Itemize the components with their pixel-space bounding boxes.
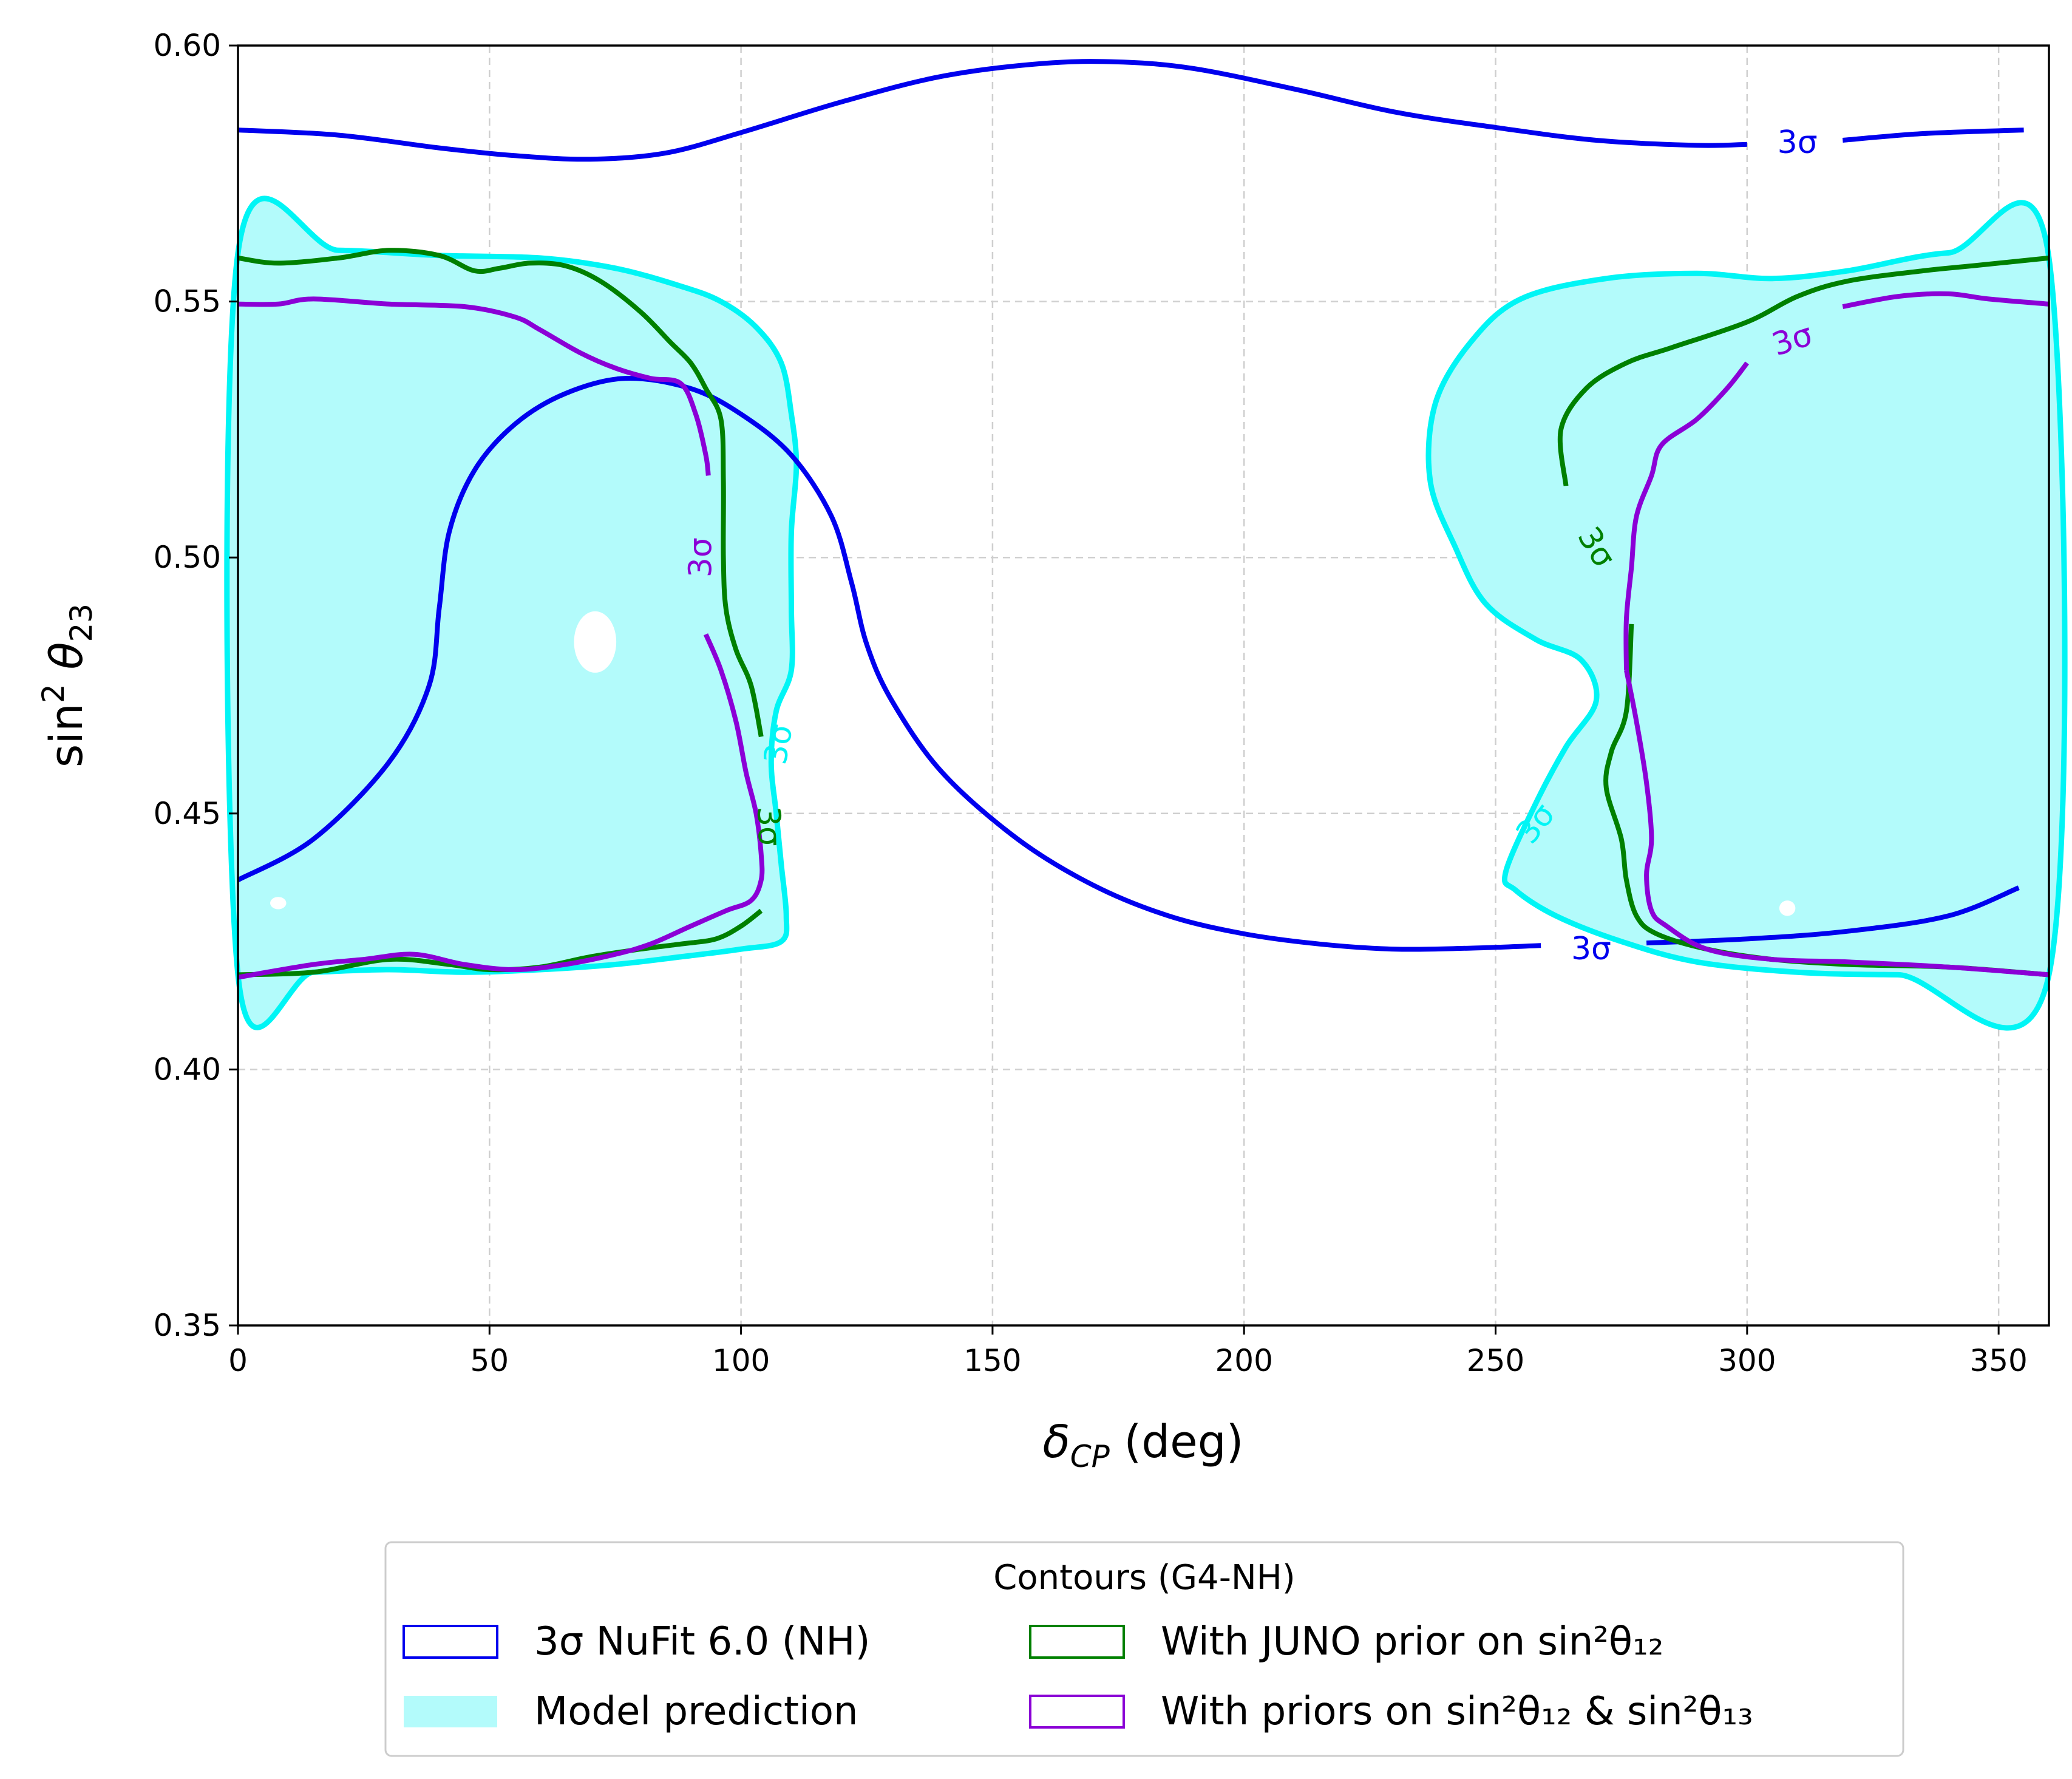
model-hole-1	[270, 897, 287, 910]
y-tick-label-2: 0.45	[154, 796, 221, 831]
legend-swatch-nufit	[403, 1625, 498, 1659]
x-tick-label-5: 250	[1467, 1343, 1524, 1378]
model-prediction-right	[1425, 200, 2068, 1031]
legend-swatch-model	[404, 1696, 497, 1727]
y-tick-label-5: 0.60	[154, 28, 221, 63]
contour-label-5: 3σ	[750, 806, 787, 847]
legend: Contours (G4-NH) 3σ NuFit 6.0 (NH) Model…	[384, 1541, 1904, 1757]
model-hole-0	[574, 611, 617, 673]
y-tick-label-3: 0.50	[154, 540, 221, 575]
legend-swatch-juno	[1029, 1625, 1125, 1659]
contour-label-3: 3σ	[682, 537, 719, 577]
y-tick-label-0: 0.35	[154, 1308, 221, 1343]
x-tick-label-2: 100	[712, 1343, 770, 1378]
plot-frame	[237, 44, 2050, 1327]
with-priors-on-both-left-upper-line	[237, 296, 711, 476]
contour-label-1: 3σ	[1571, 931, 1611, 967]
contour-label-0: 3σ	[1778, 124, 1818, 161]
with-juno-prior-right-upper-line	[1557, 255, 2050, 486]
legend-swatch-priors	[1029, 1695, 1125, 1729]
with-priors-on-both-left-lower-line	[237, 633, 765, 980]
y-axis-title: sin2 θ23	[36, 604, 99, 767]
legend-box	[384, 1541, 1904, 1757]
model-prediction-regions	[224, 196, 2068, 1031]
x-tick-label-7: 350	[1969, 1343, 2027, 1378]
x-axis-title: δCP (deg)	[1042, 1416, 1243, 1474]
with-priors-on-both-right-top-line	[1842, 291, 2050, 309]
x-tick-label-1: 50	[470, 1343, 509, 1378]
x-tick-label-6: 300	[1718, 1343, 1776, 1378]
model-prediction-left	[224, 196, 800, 1030]
legend-label-juno: With JUNO prior on sin²θ₁₂	[1161, 1619, 1663, 1664]
contour-lines	[237, 59, 2050, 980]
3-nufit-6-0-nh-lower-right-line	[1646, 885, 2020, 946]
legend-label-priors: With priors on sin²θ₁₂ & sin²θ₁₃	[1161, 1689, 1753, 1734]
legend-title: Contours (G4-NH)	[993, 1558, 1296, 1597]
3-nufit-6-0-nh-upper-line	[237, 59, 1747, 162]
legend-label-nufit: 3σ NuFit 6.0 (NH)	[534, 1619, 871, 1664]
y-tick-label-1: 0.40	[154, 1052, 221, 1087]
3-nufit-6-0-nh-main-line	[237, 375, 1541, 952]
with-juno-prior-left-line	[237, 248, 764, 738]
model-prediction-holes	[270, 611, 1796, 916]
with-priors-on-both-right-upper-line	[1623, 361, 1749, 670]
x-tick-label-0: 0	[228, 1343, 248, 1378]
contour-label-4: 3σ	[757, 721, 800, 767]
legend-label-model: Model prediction	[534, 1689, 858, 1734]
y-tick-label-4: 0.55	[154, 284, 221, 319]
with-priors-on-both-right-lower-line	[1624, 669, 2050, 978]
3-nufit-6-0-nh-upper-right-line	[1842, 128, 2024, 143]
x-tick-label-4: 200	[1215, 1343, 1273, 1378]
x-tick-label-3: 150	[963, 1343, 1021, 1378]
model-hole-2	[1779, 900, 1796, 916]
axis-ticks: 0 50 100 150 200 250 300 350 0.35 0.40 0.45 0.50 0.5…	[154, 28, 2028, 1378]
